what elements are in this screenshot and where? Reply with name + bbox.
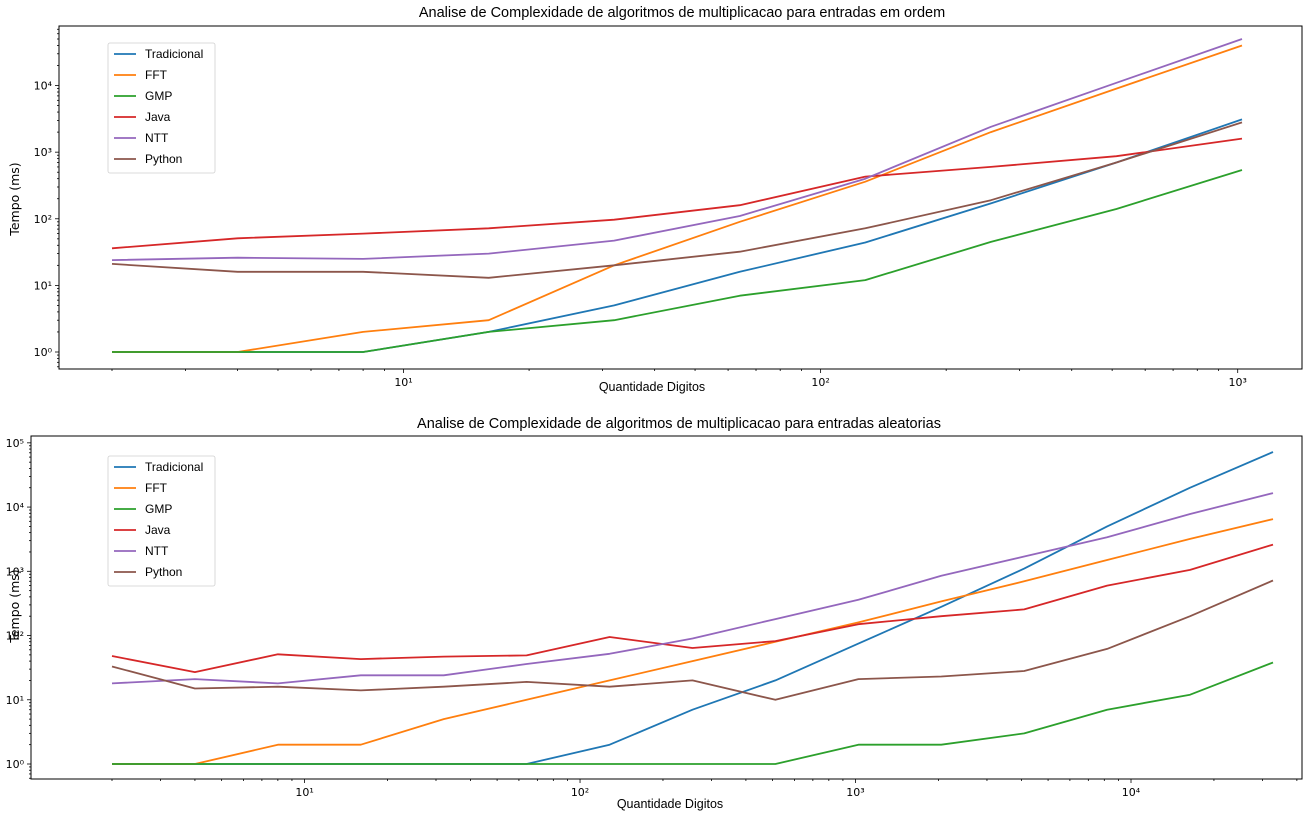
legend-label: Python [145, 565, 182, 579]
legend-label: Tradicional [145, 47, 203, 61]
plot-marks [111, 38, 1243, 353]
legend-label: NTT [145, 131, 169, 145]
legend-label: GMP [145, 89, 172, 103]
y-tick-label: 10⁰ [6, 758, 25, 771]
legend-label: Python [145, 152, 182, 166]
y-tick-label: 10⁵ [6, 437, 24, 450]
y-axis-label: Tempo (ms) [7, 162, 22, 236]
legend-label: Java [145, 110, 171, 124]
x-tick-label: 10³ [1228, 376, 1246, 389]
y-tick-label: 10⁴ [34, 80, 53, 93]
legend: Tradicional FFT GMP Java NTT Python [107, 455, 216, 587]
x-ticks: 10¹ 10² 10³ 10⁴ [111, 779, 1298, 799]
chart-title: Analise de Complexidade de algoritmos de… [417, 416, 941, 432]
plot-area [58, 25, 1303, 370]
chart-panel-ordered: Analise de Complexidade de algoritmos de… [7, 5, 1303, 394]
series-line-ntt [111, 38, 1243, 261]
y-tick-label: 10¹ [6, 694, 24, 707]
x-tick-label: 10⁴ [1122, 786, 1141, 799]
series-line-tradicional [112, 451, 1274, 765]
x-tick-label: 10² [571, 786, 589, 799]
y-tick-label: 10² [34, 213, 52, 226]
series-line-fft [112, 44, 1243, 353]
series-line-java [111, 543, 1274, 673]
y-axis-label: Tempo (ms) [7, 569, 22, 643]
y-tick-label: 10¹ [34, 279, 52, 292]
series-line-python [111, 121, 1243, 279]
y-tick-label: 10⁰ [34, 346, 53, 359]
x-tick-label: 10¹ [394, 376, 412, 389]
series-line-fft [112, 518, 1274, 765]
series-line-python [111, 579, 1274, 701]
y-ticks: 10⁰ 10¹ 10² 10³ 10⁴ 10⁵ [6, 437, 31, 779]
legend: Tradicional FFT GMP Java NTT Python [107, 42, 216, 174]
x-tick-label: 10¹ [295, 786, 313, 799]
plot-area [30, 435, 1303, 780]
x-axis-label: Quantidade Digitos [617, 797, 723, 811]
series-line-gmp [112, 169, 1243, 353]
y-tick-label: 10² [6, 630, 24, 643]
x-ticks: 10¹ 10² 10³ [111, 369, 1247, 389]
x-axis-label: Quantidade Digitos [599, 380, 705, 394]
x-tick-label: 10³ [846, 786, 864, 799]
series-line-java [111, 137, 1243, 250]
y-tick-label: 10⁴ [6, 501, 25, 514]
legend-label: GMP [145, 502, 172, 516]
y-ticks: 10⁰ 10¹ 10² 10³ 10⁴ [34, 28, 59, 368]
y-tick-label: 10³ [6, 565, 24, 578]
legend-label: Tradicional [145, 460, 203, 474]
chart-title: Analise de Complexidade de algoritmos de… [419, 5, 945, 21]
y-tick-label: 10³ [34, 146, 52, 159]
series-line-tradicional [112, 118, 1243, 353]
plot-marks [111, 451, 1274, 765]
legend-label: FFT [145, 68, 168, 82]
series-line-gmp [112, 661, 1274, 765]
legend-label: NTT [145, 544, 169, 558]
legend-label: FFT [145, 481, 168, 495]
series-line-ntt [111, 492, 1274, 685]
chart-panel-random: Analise de Complexidade de algoritmos de… [6, 416, 1303, 811]
x-tick-label: 10² [811, 376, 829, 389]
legend-label: Java [145, 523, 171, 537]
